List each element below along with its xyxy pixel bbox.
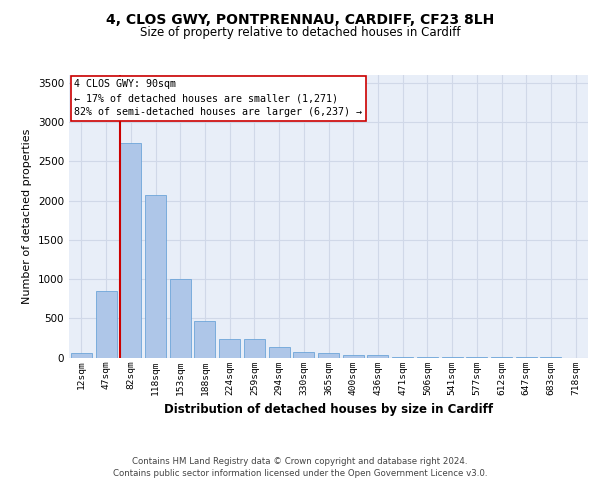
- Bar: [343, 355, 364, 358]
- Text: Contains HM Land Registry data © Crown copyright and database right 2024.: Contains HM Land Registry data © Crown c…: [132, 458, 468, 466]
- X-axis label: Distribution of detached houses by size in Cardiff: Distribution of detached houses by size …: [164, 403, 493, 416]
- Bar: [269, 346, 290, 358]
- Bar: [293, 352, 314, 358]
- Bar: [71, 353, 92, 358]
- Text: 4, CLOS GWY, PONTPRENNAU, CARDIFF, CF23 8LH: 4, CLOS GWY, PONTPRENNAU, CARDIFF, CF23 …: [106, 12, 494, 26]
- Bar: [145, 195, 166, 358]
- Bar: [194, 322, 215, 358]
- Bar: [417, 356, 438, 358]
- Bar: [170, 279, 191, 357]
- Bar: [244, 340, 265, 357]
- Text: 4 CLOS GWY: 90sqm
← 17% of detached houses are smaller (1,271)
82% of semi-detac: 4 CLOS GWY: 90sqm ← 17% of detached hous…: [74, 79, 362, 117]
- Text: Size of property relative to detached houses in Cardiff: Size of property relative to detached ho…: [140, 26, 460, 39]
- Y-axis label: Number of detached properties: Number of detached properties: [22, 128, 32, 304]
- Bar: [95, 291, 116, 358]
- Text: Contains public sector information licensed under the Open Government Licence v3: Contains public sector information licen…: [113, 468, 487, 477]
- Bar: [318, 353, 339, 358]
- Bar: [367, 355, 388, 358]
- Bar: [219, 340, 240, 357]
- Bar: [120, 144, 141, 358]
- Bar: [392, 356, 413, 358]
